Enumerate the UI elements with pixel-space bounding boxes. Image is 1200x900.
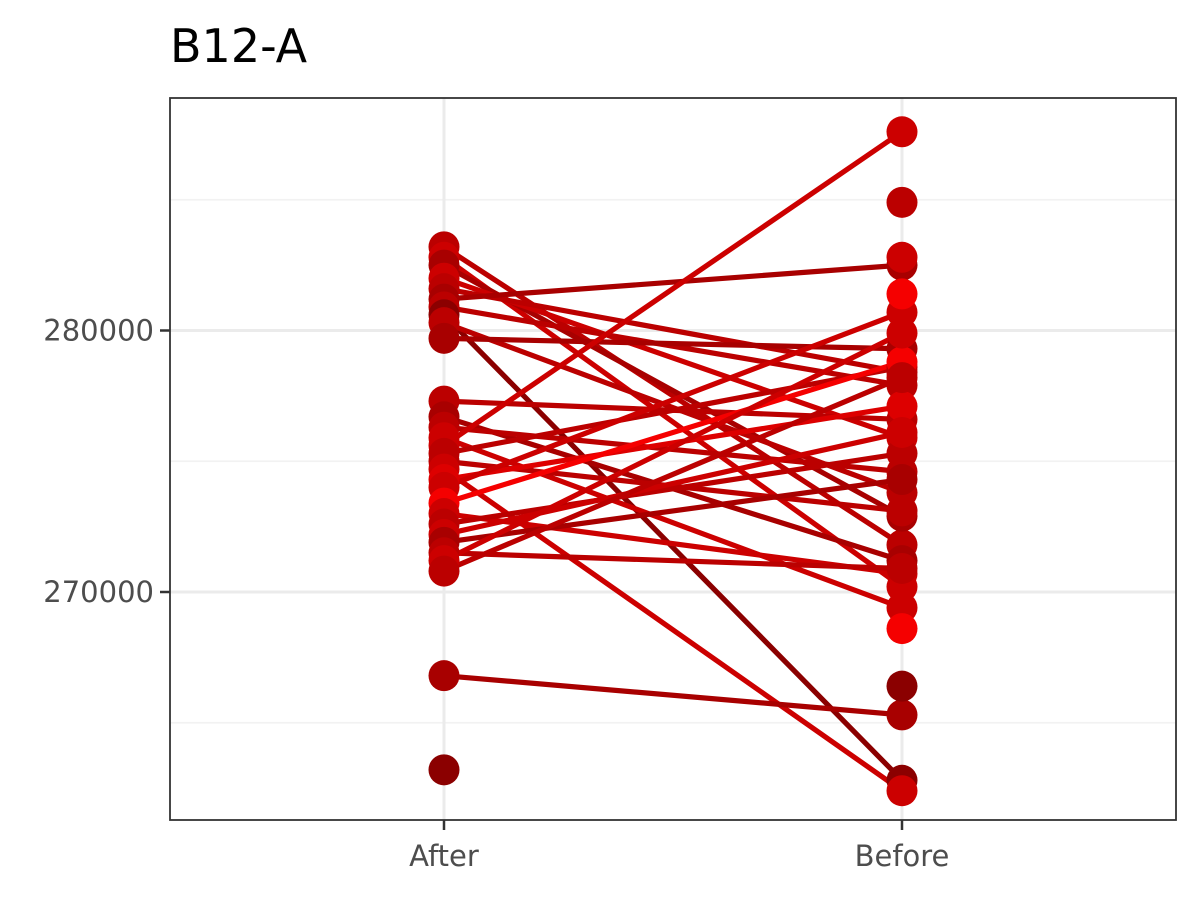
pair-line [441,262,905,302]
pair-line [441,359,905,506]
point-before [886,362,918,394]
pair-line [441,254,905,590]
point-before [886,317,918,349]
pair-line [441,429,905,538]
pair-lines [441,129,905,794]
point-unpaired [886,186,918,218]
x-tick-label: Before [855,839,950,873]
pair-line [441,673,905,718]
pair-line [441,364,905,457]
y-tick-label: 280000 [43,314,154,348]
data-points [428,116,918,807]
point-before [886,552,918,584]
point-unpaired [428,754,460,786]
pair-line [441,550,905,572]
point-before [886,495,918,527]
y-tick-label: 270000 [43,575,154,609]
point-unpaired [886,241,918,273]
point-before [886,390,918,422]
point-unpaired [886,613,918,645]
point-before [886,775,918,807]
pair-line [441,330,905,564]
chart-title: B12-A [170,19,308,73]
point-before [886,116,918,148]
pair-line [441,129,905,449]
point-unpaired [886,278,918,310]
point-after [428,555,460,587]
axes: 270000 280000 After Before [43,314,949,874]
pair-line [441,450,905,527]
grid [170,98,1176,820]
point-before [886,416,918,448]
point-before [886,699,918,731]
pair-line [441,403,905,483]
pair-line [441,476,905,545]
panel-border [169,97,1177,821]
x-tick-label: After [409,839,479,873]
point-before [886,464,918,496]
point-after [428,660,460,692]
pair-line [441,335,905,352]
point-unpaired [886,670,918,702]
point-after [428,322,460,354]
pair-line [441,374,905,574]
pair-line [441,286,905,375]
pair-line [441,244,905,548]
pair-line [441,309,905,490]
